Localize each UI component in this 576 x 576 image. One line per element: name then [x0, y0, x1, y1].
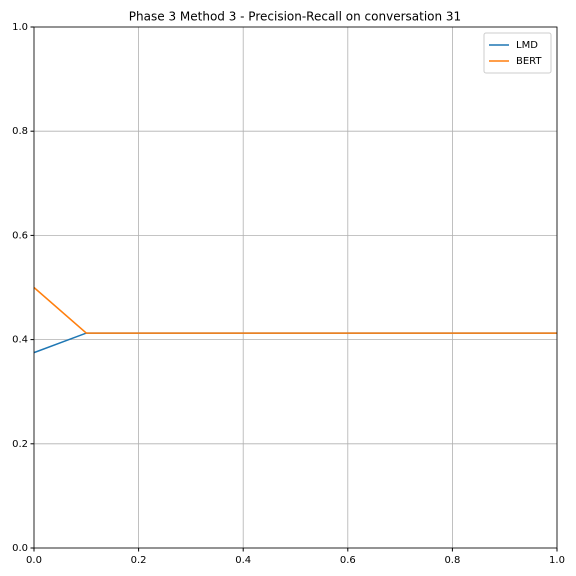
y-tick-label: 0.0: [12, 543, 28, 554]
x-tick-label: 0.8: [444, 555, 460, 566]
x-tick-label: 0.2: [131, 555, 147, 566]
x-tick-label: 0.4: [235, 555, 251, 566]
legend: LMD BERT: [483, 32, 552, 74]
chart-title: Phase 3 Method 3 - Precision-Recall on c…: [129, 10, 461, 24]
y-tick-label: 1.0: [12, 22, 28, 33]
x-tick-label: 0.6: [340, 555, 356, 566]
line: [33, 286, 557, 334]
y-tick-label: 0.2: [12, 439, 28, 450]
x-tick-label: 0.0: [26, 555, 42, 566]
y-tick-label: 0.6: [12, 230, 28, 241]
y-tick-label: 0.8: [12, 126, 28, 137]
x-tick-label: 1.0: [549, 555, 565, 566]
legend-label: BERT: [516, 56, 542, 67]
plot-frame: [33, 26, 558, 549]
legend-box: [483, 32, 552, 74]
y-tick-label: 0.4: [12, 335, 28, 346]
legend-label: LMD: [516, 40, 538, 51]
